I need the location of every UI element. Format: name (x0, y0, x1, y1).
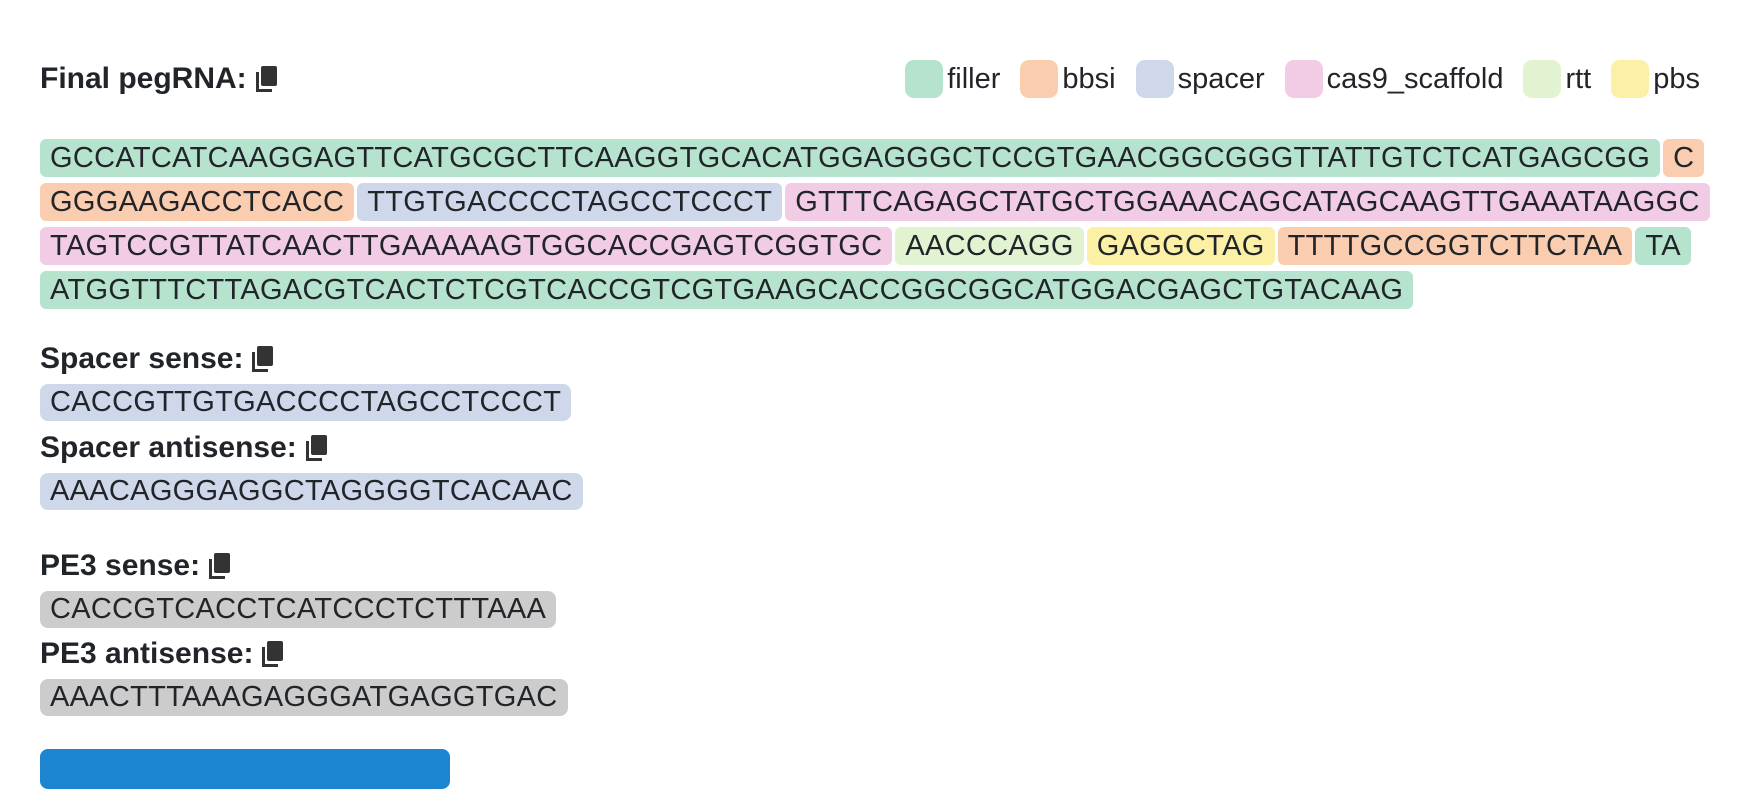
legend-item: bbsi (1020, 60, 1116, 98)
oligo-label-row: Spacer antisense: (40, 431, 329, 465)
legend-label: pbs (1653, 62, 1700, 95)
legend-swatch (1523, 60, 1562, 98)
copy-icon[interactable] (303, 433, 329, 463)
oligo-sequence: CACCGTTGTGACCCCTAGCCTCCCT (40, 384, 572, 421)
oligo-sequence: AAACTTTAAAGAGGGATGAGGTGAC (40, 679, 568, 716)
sequence-segment: AACCCAGG (895, 227, 1084, 265)
final-label-row: Final pegRNA: (40, 62, 279, 96)
legend-label: rtt (1565, 62, 1592, 95)
final-sequence: GCCATCATCAAGGAGTTCATGCGCTTCAAGGTGCACATGG… (40, 136, 1710, 312)
oligo-label-row: PE3 antisense: (40, 637, 285, 671)
button[interactable] (40, 749, 450, 789)
page: Final pegRNA: filler bbsi spacer cas9_scaff… (40, 60, 1710, 789)
legend: filler bbsi spacer cas9_scaffold rtt pbs (905, 60, 1700, 98)
legend-label: filler (947, 62, 1001, 95)
copy-icon[interactable] (259, 639, 285, 669)
legend-item: rtt (1523, 60, 1591, 98)
copy-icon[interactable] (206, 551, 232, 581)
copy-icon[interactable] (249, 344, 275, 374)
sequence-segment: GCCATCATCAAGGAGTTCATGCGCTTCAAGGTGCACATGG… (40, 139, 1661, 177)
legend-swatch (1611, 60, 1650, 98)
legend-item: spacer (1135, 60, 1265, 98)
oligo-label: PE3 antisense: (40, 637, 254, 670)
legend-swatch (905, 60, 944, 98)
oligo-label: PE3 sense: (40, 549, 201, 582)
sequence-segment: TTGTGACCCCTAGCCTCCCT (357, 183, 783, 221)
legend-label: spacer (1177, 62, 1265, 95)
legend-swatch (1020, 60, 1059, 98)
final-label: Final pegRNA: (40, 62, 247, 95)
legend-swatch (1284, 60, 1323, 98)
oligo-sequence: AAACAGGGAGGCTAGGGGTCACAAC (40, 473, 583, 510)
copy-icon[interactable] (253, 64, 279, 94)
oligo-label: Spacer sense: (40, 342, 244, 375)
oligo-label: Spacer antisense: (40, 431, 297, 464)
legend-item: filler (905, 60, 1000, 98)
oligo-label-row: PE3 sense: (40, 549, 232, 583)
legend-label: bbsi (1062, 62, 1116, 95)
oligo-label-row: Spacer sense: (40, 342, 275, 376)
legend-item: cas9_scaffold (1284, 60, 1504, 98)
legend-label: cas9_scaffold (1326, 62, 1504, 95)
sequence-segment: GAGGCTAG (1086, 227, 1275, 265)
legend-item: pbs (1611, 60, 1700, 98)
legend-swatch (1135, 60, 1174, 98)
sequence-segment: TTTTGCCGGTCTTCTAA (1277, 227, 1633, 265)
oligo-sequence: CACCGTCACCTCATCCCTCTTTAAA (40, 591, 557, 628)
